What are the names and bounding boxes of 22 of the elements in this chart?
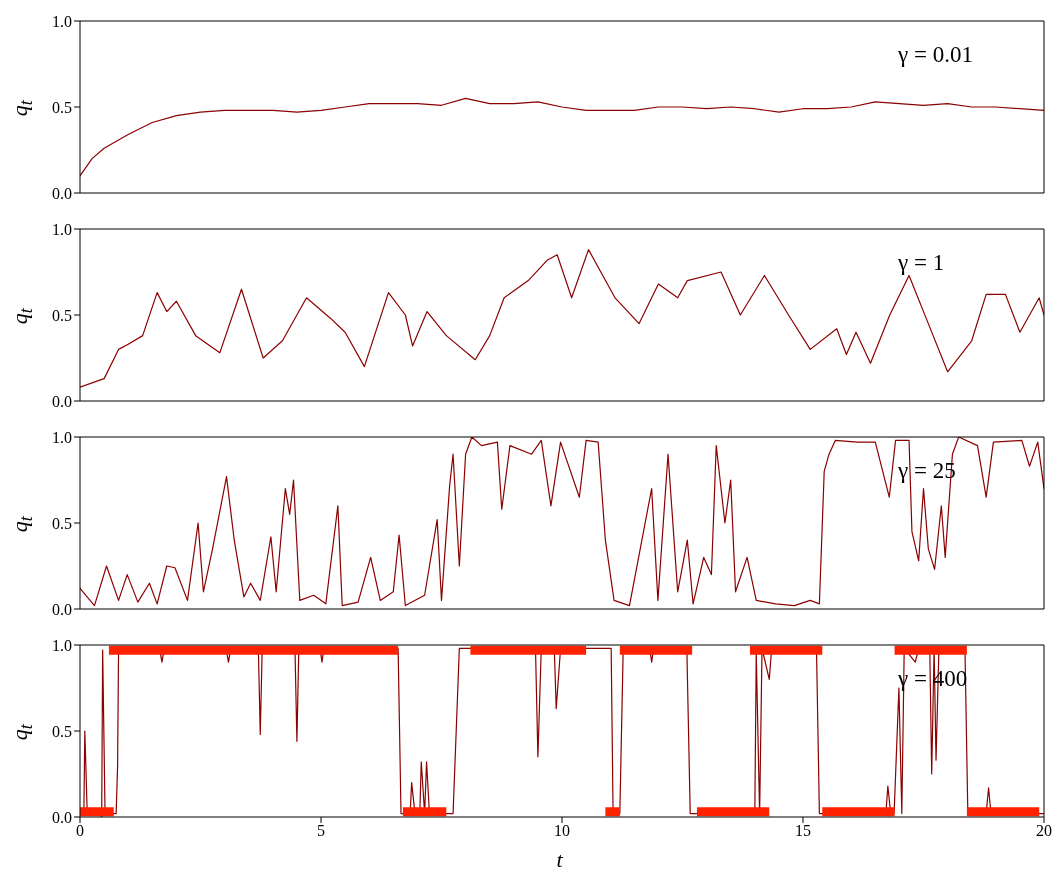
y-tick-label: 1.0 [52,428,72,446]
y-tick-label: 1.0 [52,220,72,238]
y-tick-label: 0.5 [52,98,72,116]
x-tick-label: 10 [554,822,570,840]
line-series [80,97,1044,177]
y-tick-label: 0.0 [52,808,72,826]
y-tick-label: 0.5 [52,306,72,324]
y-tick-label: 0.0 [52,392,72,410]
y-tick-label: 1.0 [52,636,72,654]
x-axis-title: t [556,847,563,873]
y-tick-label: 0.5 [52,722,72,740]
y-tick-label: 0.0 [52,184,72,202]
annotation: γ = 1 [898,250,945,276]
x-tick-label: 0 [76,822,84,840]
x-tick-label: 20 [1036,822,1052,840]
y-tick-label: 0.0 [52,600,72,618]
x-tick-label: 5 [317,822,325,840]
x-tick-label: 15 [795,822,811,840]
line-series [80,249,1044,388]
y-tick-label: 1.0 [52,12,72,30]
y-tick-label: 0.5 [52,514,72,532]
annotation: γ = 0.01 [898,42,973,68]
